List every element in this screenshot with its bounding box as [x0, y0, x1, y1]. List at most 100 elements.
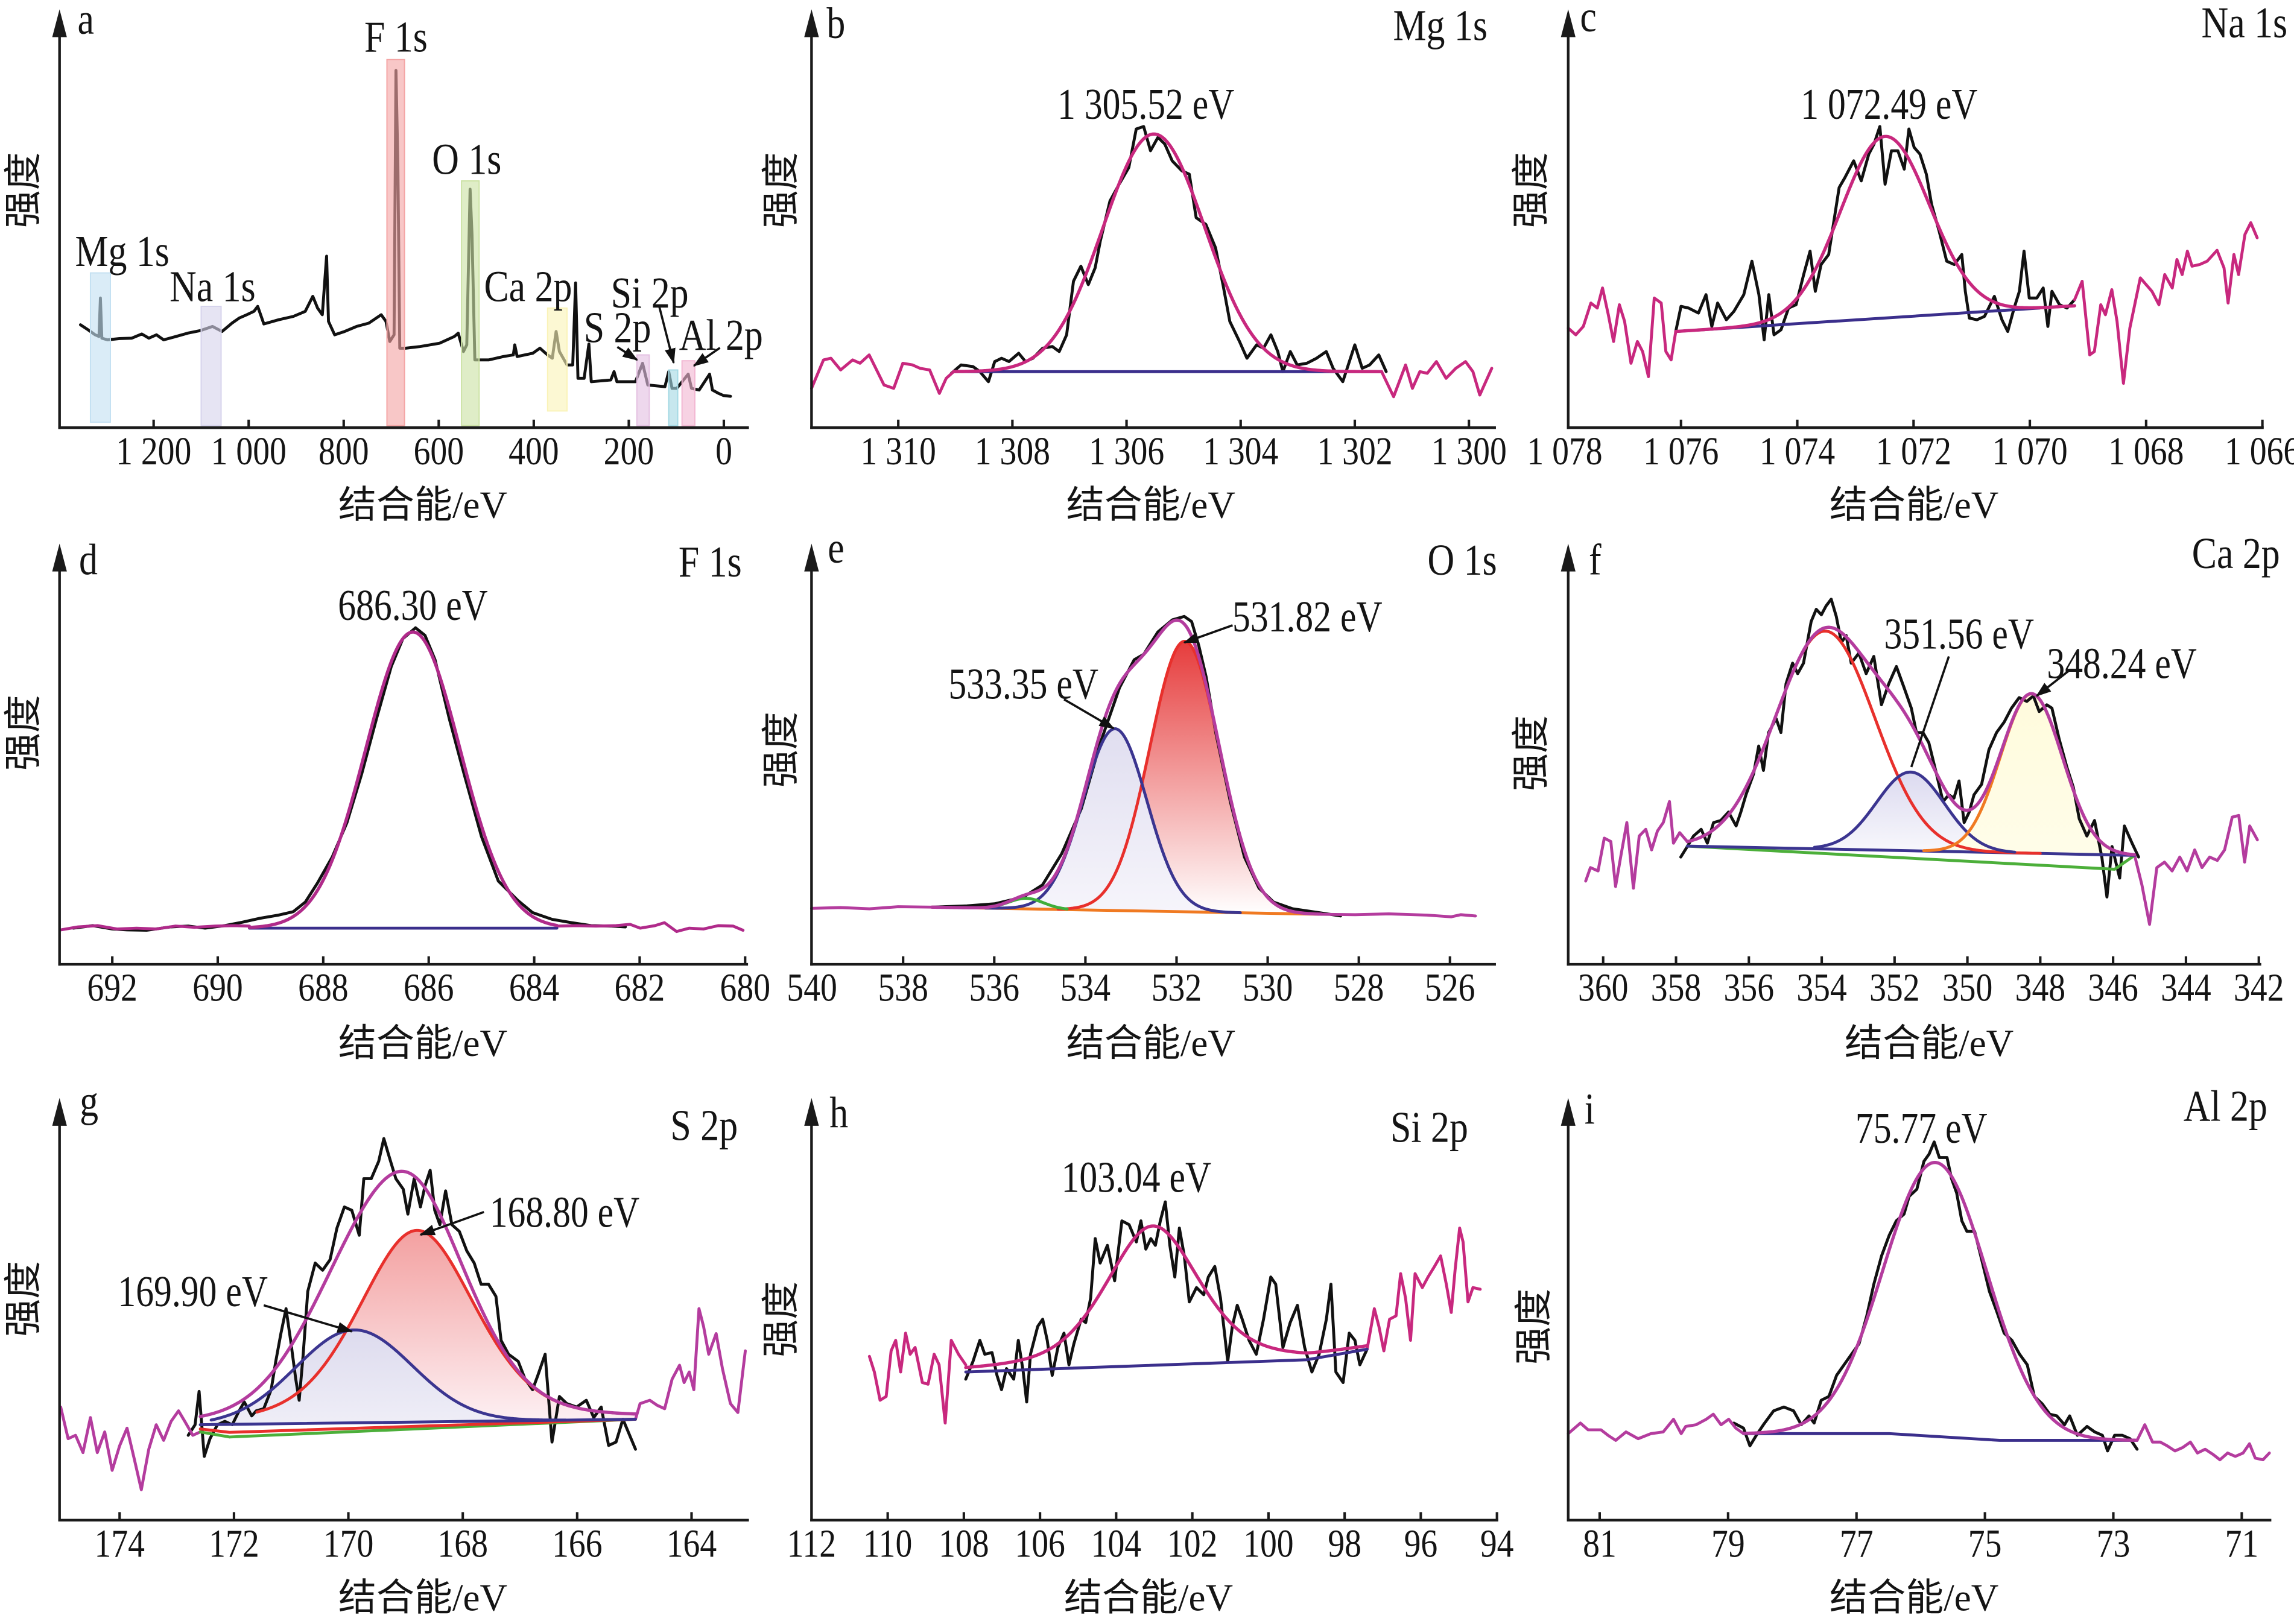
- raw-spectrum-line: [72, 626, 627, 932]
- x-tick-label: 1 070: [1992, 430, 2067, 473]
- panel-title: S 2p: [670, 1101, 738, 1150]
- x-tick-label: 108: [939, 1522, 989, 1566]
- x-tick-label: 100: [1243, 1522, 1293, 1566]
- x-tick-label: 348: [2015, 967, 2065, 1010]
- x-tick-label: 102: [1167, 1522, 1217, 1566]
- x-tick-label: 98: [1328, 1522, 1361, 1566]
- raw-extension-left-line: [1584, 800, 1689, 890]
- x-axis-title: 结合能/eV: [1845, 1022, 2014, 1064]
- highlight-region: [386, 58, 405, 426]
- x-tick-label: 73: [2097, 1522, 2131, 1566]
- y-axis-title: 强度: [1510, 715, 1553, 791]
- x-tick-label: 530: [1243, 967, 1293, 1010]
- x-axis-title: 结合能/eV: [1066, 484, 1235, 526]
- y-axis-title: 强度: [2, 1261, 45, 1337]
- y-axis-arrow-icon: [52, 543, 67, 572]
- x-tick-label: 1 076: [1643, 430, 1719, 473]
- y-axis-title: 强度: [2, 152, 45, 228]
- panel-letter: h: [829, 1088, 848, 1137]
- x-axis-title: 结合能/eV: [1830, 484, 1998, 526]
- x-tick-label: 692: [87, 967, 137, 1010]
- panel-title: Na 1s: [2202, 0, 2288, 47]
- element-peak-label: F 1s: [364, 13, 428, 62]
- annotation-arrow: [1910, 656, 1950, 768]
- raw-spectrum-line: [949, 125, 1388, 384]
- x-tick-label: 526: [1425, 967, 1475, 1010]
- binding-energy-label: 103.04 eV: [1062, 1154, 1211, 1202]
- element-peak-label: Al 2p: [679, 311, 763, 359]
- highlight-region: [681, 360, 695, 426]
- x-tick-label: 1 200: [116, 430, 191, 473]
- binding-energy-label: 348.24 eV: [2047, 640, 2196, 688]
- x-tick-label: 680: [720, 967, 770, 1010]
- panel-e: 540 538 536 534 532 530 528 526 e O 1s 结合能/eV 强度 531…: [760, 523, 1497, 1064]
- annotation-arrow: [1063, 698, 1115, 730]
- envelope-fit-line: [930, 618, 1323, 916]
- envelope-fit-line: [247, 630, 559, 929]
- binding-energy-label: 533.35 eV: [948, 660, 1098, 709]
- x-tick-label: 106: [1015, 1522, 1065, 1566]
- panel-letter: e: [828, 523, 844, 572]
- x-tick-label: 170: [323, 1522, 373, 1566]
- raw-extension-right-line: [2133, 814, 2259, 926]
- raw-spectrum-line: [1679, 598, 2140, 899]
- baseline-line: [198, 1418, 637, 1434]
- annotation-arrow: [658, 306, 676, 364]
- x-tick-label: 688: [298, 967, 348, 1010]
- x-tick-label: 536: [969, 967, 1019, 1010]
- binding-energy-label: 531.82 eV: [1232, 593, 1382, 642]
- raw-extension-left-line: [59, 1405, 202, 1491]
- component-peak-line: [1813, 770, 2017, 854]
- x-tick-label: 1 066: [2225, 430, 2294, 473]
- background-line: [964, 1347, 1369, 1374]
- envelope-fit-line: [198, 1169, 638, 1418]
- x-axis-title: 结合能/eV: [1066, 1022, 1235, 1064]
- x-tick-label: 690: [192, 967, 242, 1010]
- panel-letter: f: [1589, 536, 1602, 584]
- component-fill: [1814, 772, 2015, 853]
- panel-title: Si 2p: [1390, 1103, 1468, 1152]
- x-tick-label: 350: [1942, 967, 1992, 1010]
- binding-energy-label: 168.80 eV: [490, 1189, 639, 1237]
- background-line: [1741, 1432, 2139, 1442]
- x-tick-label: 400: [509, 430, 559, 473]
- raw-spectrum-line: [964, 1200, 1369, 1404]
- x-tick-label: 800: [318, 430, 369, 473]
- panel-c: 1 078 1 076 1 074 1 072 1 070 1 068 1 066 c Na 1…: [1510, 0, 2294, 526]
- y-axis-arrow-icon: [1560, 9, 1576, 37]
- survey-spectrum-line: [78, 69, 732, 398]
- y-axis-title: 强度: [1510, 152, 1553, 228]
- raw-spectrum-line: [1732, 1140, 2139, 1453]
- y-axis-arrow-icon: [52, 1098, 67, 1126]
- raw-extension-right-line: [634, 1307, 747, 1421]
- x-axis-title: 结合能/eV: [338, 1022, 507, 1064]
- raw-extension-left-line: [810, 353, 955, 395]
- raw-extension-right-line: [1320, 912, 1477, 918]
- x-axis-title: 结合能/eV: [338, 484, 507, 526]
- raw-extension-right-line: [555, 921, 745, 934]
- panel-letter: i: [1585, 1084, 1595, 1133]
- envelope-fit-line: [1674, 134, 2076, 333]
- x-tick-label: 1 074: [1760, 430, 1835, 473]
- y-axis-arrow-icon: [1560, 543, 1576, 572]
- x-tick-label: 600: [414, 430, 464, 473]
- component-fill: [985, 728, 1241, 913]
- x-tick-label: 0: [715, 430, 732, 473]
- envelope-fit-line: [952, 132, 1384, 373]
- x-tick-label: 534: [1060, 967, 1111, 1010]
- x-tick-label: 75: [1968, 1522, 2002, 1566]
- x-tick-label: 174: [95, 1522, 145, 1566]
- baseline-line: [198, 1418, 637, 1439]
- x-tick-label: 684: [509, 967, 559, 1010]
- panel-letter: b: [826, 0, 845, 48]
- x-tick-label: 358: [1651, 967, 1701, 1010]
- component-peak-line: [983, 727, 1242, 914]
- x-tick-label: 164: [667, 1522, 717, 1566]
- x-tick-label: 344: [2161, 967, 2211, 1010]
- y-axis-arrow-icon: [804, 543, 819, 572]
- panel-letter: g: [80, 1077, 98, 1126]
- raw-extension-left-line: [810, 905, 934, 911]
- x-tick-label: 1 000: [211, 430, 287, 473]
- binding-energy-label: 686.30 eV: [338, 582, 487, 630]
- component-peak-line: [209, 1328, 568, 1422]
